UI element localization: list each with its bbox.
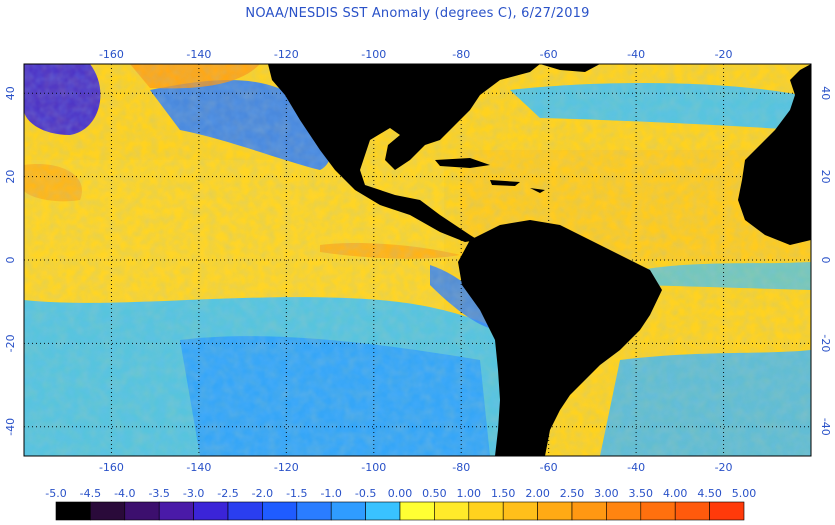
colorbar-tick-label: -1.0 (320, 487, 341, 500)
colorbar-tick-label: 3.50 (629, 487, 654, 500)
longitude-tick-label: -60 (540, 48, 558, 61)
colorbar-tick-label: 1.50 (491, 487, 516, 500)
colorbar-tick-label: -3.5 (148, 487, 169, 500)
longitude-tick-label: -140 (186, 461, 211, 474)
colorbar-tick-label: 5.00 (732, 487, 757, 500)
longitude-tick-label: -40 (627, 461, 645, 474)
longitude-tick-label: -20 (715, 461, 733, 474)
longitude-tick-label: -120 (274, 48, 299, 61)
longitude-tick-label: -20 (715, 48, 733, 61)
longitude-tick-label: -100 (361, 48, 386, 61)
longitude-tick-label: -60 (540, 461, 558, 474)
page-title: NOAA/NESDIS SST Anomaly (degrees C), 6/2… (245, 6, 590, 21)
colorbar-swatch (193, 501, 229, 521)
colorbar-tick-label: 4.00 (663, 487, 688, 500)
latitude-tick-label: -20 (819, 334, 832, 352)
colorbar-swatch (296, 501, 332, 521)
longitude-tick-label: -80 (452, 461, 470, 474)
latitude-labels-right: 40 20 0 -20 -40 (819, 86, 832, 436)
latitude-tick-label: -40 (819, 418, 832, 436)
colorbar-swatch (468, 501, 504, 521)
colorbar-swatch (227, 501, 263, 521)
land-masses (268, 64, 811, 456)
longitude-tick-label: -140 (186, 48, 211, 61)
latitude-tick-label: 20 (4, 170, 17, 184)
colorbar-swatch (262, 501, 298, 521)
colorbar-tick-label: -2.5 (217, 487, 238, 500)
colorbar-tick-label: -3.0 (183, 487, 204, 500)
longitude-tick-label: -80 (452, 48, 470, 61)
longitude-tick-label: -40 (627, 48, 645, 61)
colorbar-tick-label: 2.00 (525, 487, 550, 500)
colorbar-tick-label: 1.00 (457, 487, 482, 500)
latitude-tick-label: -20 (4, 334, 17, 352)
longitude-tick-label: -160 (99, 461, 124, 474)
colorbar-swatch (365, 501, 401, 521)
colorbar-labels: -5.0 -4.5 -4.0 -3.5 -3.0 -2.5 -2.0 -1.5 -1.0 -0.5… (45, 487, 756, 500)
colorbar-swatch (330, 501, 366, 521)
colorbar-tick-label: -1.5 (286, 487, 307, 500)
colorbar-swatch (606, 501, 642, 521)
latitude-tick-label: 40 (4, 86, 17, 100)
colorbar-swatch (124, 501, 160, 521)
colorbar-tick-label: -0.5 (355, 487, 376, 500)
colorbar-swatch (434, 501, 470, 521)
latitude-tick-label: -40 (4, 418, 17, 436)
colorbar-tick-label: 3.00 (594, 487, 619, 500)
colorbar-tick-label: 0.50 (422, 487, 447, 500)
colorbar-swatch (502, 501, 538, 521)
colorbar-tick-label: 2.50 (560, 487, 585, 500)
colorbar (55, 501, 745, 521)
longitude-labels-bottom: -160 -140 -120 -100 -80 -60 -40 -20 (99, 461, 733, 474)
colorbar-tick-label: 0.00 (388, 487, 413, 500)
latitude-labels-left: 40 20 0 -20 -40 (4, 86, 17, 436)
longitude-tick-label: -100 (361, 461, 386, 474)
graticule (24, 64, 811, 456)
colorbar-tick-label: -4.5 (80, 487, 101, 500)
colorbar-swatch (399, 501, 435, 521)
latitude-tick-label: 0 (4, 257, 17, 264)
colorbar-tick-label: -5.0 (45, 487, 66, 500)
colorbar-swatch (674, 501, 710, 521)
colorbar-tick-label: -2.0 (252, 487, 273, 500)
colorbar-swatch (709, 501, 745, 521)
colorbar-swatch (158, 501, 194, 521)
latitude-tick-label: 20 (819, 170, 832, 184)
colorbar-tick-label: 4.50 (697, 487, 722, 500)
latitude-tick-label: 0 (819, 257, 832, 264)
longitude-tick-label: -120 (274, 461, 299, 474)
latitude-tick-label: 40 (819, 86, 832, 100)
anomaly-field (24, 64, 811, 456)
colorbar-swatch (55, 501, 91, 521)
longitude-tick-label: -160 (99, 48, 124, 61)
colorbar-swatch (640, 501, 676, 521)
colorbar-swatch (537, 501, 573, 521)
colorbar-tick-label: -4.0 (114, 487, 135, 500)
colorbar-swatch (90, 501, 126, 521)
longitude-labels-top: -160 -140 -120 -100 -80 -60 -40 -20 (99, 48, 733, 61)
colorbar-swatch (571, 501, 607, 521)
